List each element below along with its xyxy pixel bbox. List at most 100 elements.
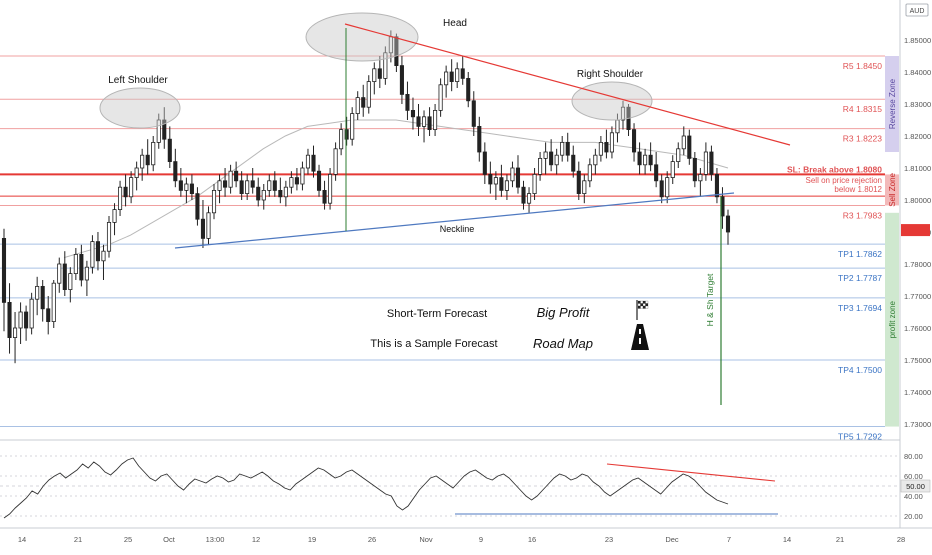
candle-body-105[interactable] xyxy=(582,180,587,195)
candle-body-26[interactable] xyxy=(145,154,150,166)
candle-body-75[interactable] xyxy=(416,116,421,127)
candle-body-93[interactable] xyxy=(515,167,521,188)
candle-body-51[interactable] xyxy=(283,186,288,198)
candle-body-92[interactable] xyxy=(510,167,515,182)
candle-body-76[interactable] xyxy=(421,116,427,127)
candle-body-95[interactable] xyxy=(526,193,532,204)
candle-body-117[interactable] xyxy=(648,154,653,166)
candle-body-131[interactable] xyxy=(725,215,731,233)
candle-body-112[interactable] xyxy=(620,106,626,121)
candle-body-45[interactable] xyxy=(250,180,255,188)
candle-body-77[interactable] xyxy=(427,116,432,131)
candle-body-3[interactable] xyxy=(18,311,23,329)
candle-body-103[interactable] xyxy=(571,154,576,172)
candle-body-110[interactable] xyxy=(609,132,614,153)
candle-body-4[interactable] xyxy=(24,311,29,329)
candle-body-11[interactable] xyxy=(62,263,67,291)
candle-body-46[interactable] xyxy=(256,186,261,201)
candle-body-32[interactable] xyxy=(178,180,183,191)
candle-body-0[interactable] xyxy=(1,237,7,303)
candle-body-61[interactable] xyxy=(339,129,344,150)
candle-body-80[interactable] xyxy=(444,71,449,86)
candle-body-50[interactable] xyxy=(278,189,283,198)
candle-body-37[interactable] xyxy=(206,212,211,239)
candle-body-99[interactable] xyxy=(549,151,554,166)
candle-body-101[interactable] xyxy=(560,141,565,156)
candle-body-72[interactable] xyxy=(399,65,404,95)
candle-body-94[interactable] xyxy=(521,186,526,204)
candle-body-9[interactable] xyxy=(51,282,56,323)
candle-body-58[interactable] xyxy=(322,189,327,204)
candle-body-10[interactable] xyxy=(57,263,62,284)
candle-body-7[interactable] xyxy=(40,285,45,310)
candle-body-55[interactable] xyxy=(305,154,311,169)
candle-body-86[interactable] xyxy=(477,126,482,153)
candle-body-39[interactable] xyxy=(217,180,222,191)
candle-body-44[interactable] xyxy=(245,180,250,195)
candle-body-88[interactable] xyxy=(488,173,493,185)
candle-body-120[interactable] xyxy=(665,177,670,198)
candle-body-13[interactable] xyxy=(73,253,78,274)
candle-body-48[interactable] xyxy=(267,180,272,191)
candle-body-16[interactable] xyxy=(90,241,95,268)
candle-body-49[interactable] xyxy=(272,180,277,191)
candle-body-111[interactable] xyxy=(615,119,620,134)
candle-body-54[interactable] xyxy=(300,167,305,185)
candle-body-14[interactable] xyxy=(79,253,84,281)
candle-body-24[interactable] xyxy=(134,167,139,179)
candle-body-119[interactable] xyxy=(659,180,664,198)
candle-body-129[interactable] xyxy=(714,173,719,198)
candle-body-124[interactable] xyxy=(687,135,692,159)
candle-body-36[interactable] xyxy=(200,218,206,239)
candle-body-107[interactable] xyxy=(593,154,598,166)
candle-body-22[interactable] xyxy=(123,186,128,198)
candle-body-73[interactable] xyxy=(405,94,410,111)
candle-body-118[interactable] xyxy=(654,164,659,182)
candle-body-79[interactable] xyxy=(438,84,443,111)
candle-body-100[interactable] xyxy=(554,154,559,166)
candle-body-21[interactable] xyxy=(118,186,123,210)
candle-body-109[interactable] xyxy=(604,141,609,153)
candles-layer[interactable] xyxy=(1,30,731,364)
candle-body-97[interactable] xyxy=(538,157,543,175)
candle-body-8[interactable] xyxy=(46,308,51,322)
candle-body-34[interactable] xyxy=(189,183,194,194)
candle-body-30[interactable] xyxy=(167,138,172,162)
candle-body-12[interactable] xyxy=(68,273,73,291)
candle-body-85[interactable] xyxy=(471,100,476,127)
candle-body-74[interactable] xyxy=(410,110,416,118)
candle-body-42[interactable] xyxy=(234,170,239,182)
candle-body-108[interactable] xyxy=(598,141,603,156)
candle-body-65[interactable] xyxy=(361,97,366,108)
candle-body-83[interactable] xyxy=(460,68,465,79)
candle-body-1[interactable] xyxy=(7,301,12,338)
candle-body-25[interactable] xyxy=(140,154,145,169)
candle-body-62[interactable] xyxy=(344,129,349,140)
candle-body-69[interactable] xyxy=(383,52,388,79)
candle-body-78[interactable] xyxy=(433,110,438,131)
candle-body-33[interactable] xyxy=(184,183,189,191)
candle-body-23[interactable] xyxy=(129,177,134,198)
candle-body-20[interactable] xyxy=(112,209,117,223)
candle-body-115[interactable] xyxy=(637,151,642,166)
candle-body-28[interactable] xyxy=(156,119,161,143)
candle-body-127[interactable] xyxy=(703,151,708,175)
candle-body-57[interactable] xyxy=(316,170,322,191)
candle-body-53[interactable] xyxy=(294,177,299,185)
candle-body-41[interactable] xyxy=(228,170,233,188)
candle-body-102[interactable] xyxy=(565,141,570,156)
candle-body-106[interactable] xyxy=(587,164,592,182)
candle-body-121[interactable] xyxy=(670,161,675,179)
candle-body-40[interactable] xyxy=(223,180,228,188)
candle-body-68[interactable] xyxy=(377,68,382,79)
candle-body-2[interactable] xyxy=(13,327,18,339)
rsi-line[interactable] xyxy=(3,457,729,519)
candle-body-60[interactable] xyxy=(333,148,338,175)
candle-body-47[interactable] xyxy=(261,189,266,201)
candle-body-84[interactable] xyxy=(466,78,471,102)
candle-body-66[interactable] xyxy=(366,81,371,108)
candle-body-19[interactable] xyxy=(106,221,112,252)
candle-body-18[interactable] xyxy=(101,250,106,262)
candle-body-114[interactable] xyxy=(632,129,637,153)
